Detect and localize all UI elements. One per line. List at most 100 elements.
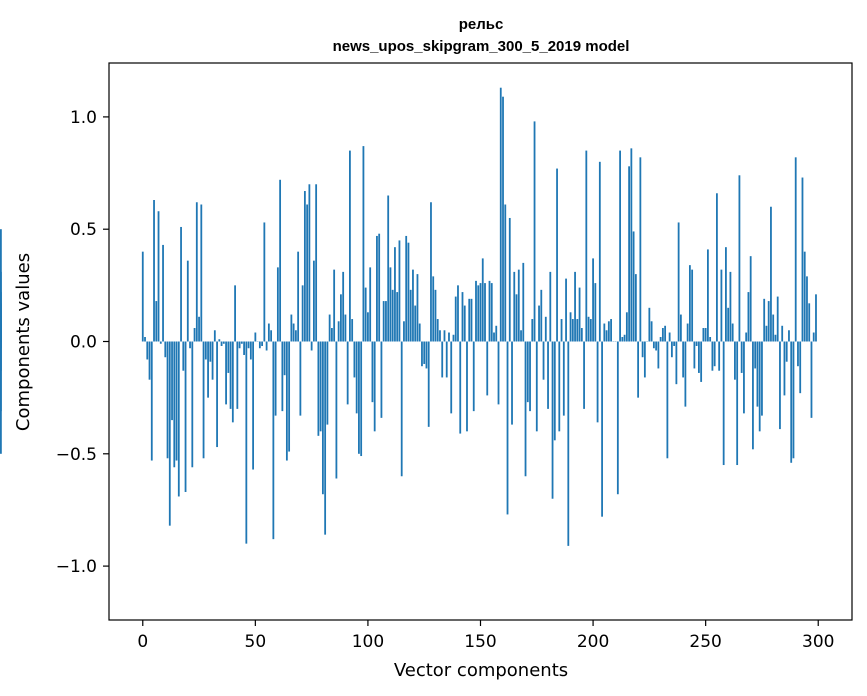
bar-174 [533,121,536,342]
bar-286 [785,341,788,362]
bar-43 [238,341,241,349]
bar-169 [522,262,525,342]
bar-198 [587,316,590,342]
bar-119 [409,289,412,342]
bar-271 [752,341,754,450]
bar-293 [801,177,804,342]
y-tick-label: 0.5 [70,220,97,240]
bar-3 [148,341,151,380]
bar-233 [666,341,669,459]
bar-175 [535,341,538,432]
bar-238 [677,222,680,342]
y-axis-ticks: −1.0 −0.5 0.0 0.5 1.0 [56,108,109,577]
bar-214 [623,334,626,342]
bar-6 [155,301,158,342]
bar-61 [279,179,282,342]
bar-212 [619,150,621,342]
bar-158 [497,341,500,405]
bar-199 [589,319,592,342]
bar-85 [333,269,336,342]
bar-47 [247,341,250,349]
bar-296 [808,303,811,342]
bar-166 [515,294,518,342]
bar-7 [157,211,160,342]
bar-74 [308,184,311,342]
bar-87 [337,321,340,342]
x-axis-ticks: 0 50 100 150 200 250 300 [137,620,834,652]
bar-97 [360,341,363,457]
bar-172 [529,341,531,412]
bar-208 [610,319,612,342]
bar-267 [743,341,745,414]
bar-109 [387,195,390,342]
bar-65 [288,341,291,452]
bar-114 [398,240,401,342]
bar-219 [634,274,637,342]
bar-60 [276,267,279,342]
bar-107 [382,301,385,342]
bar-110 [389,267,392,342]
bar-59 [274,341,277,416]
bar-117 [405,235,408,342]
bar-196 [583,341,585,409]
bar-79 [319,341,322,432]
bar-298 [812,332,815,342]
y-axis-label: Components values [13,253,34,431]
bar-268 [745,332,748,342]
bar-260 [727,307,730,342]
chart-subtitle: news_upos_skipgram_300_5_2019 model [333,38,630,55]
bar-148 [475,280,477,342]
bar-49 [252,341,254,470]
bar-189 [567,341,570,546]
bar-243 [688,265,691,342]
bar-252 [709,337,712,342]
bar-274 [758,341,761,432]
bar-249 [702,328,705,342]
bar-201 [594,283,597,342]
bar-246 [695,341,698,346]
bar-14 [173,341,176,468]
bar-204 [601,341,603,517]
bar-104 [376,235,378,342]
bar-50 [254,332,257,342]
bar-297 [810,341,813,418]
bar-21 [189,341,191,349]
bar-270 [749,256,752,342]
bar-1 [144,337,146,342]
bar-23 [193,328,196,342]
bar-278 [767,301,770,342]
bar-98 [362,146,365,342]
bar-25 [198,316,200,342]
bar-211 [616,341,619,495]
bar-22 [191,341,194,468]
bar-113 [396,292,399,342]
bar-222 [641,341,644,358]
bar-237 [675,341,678,385]
bar-18 [182,341,185,371]
bar-57 [270,330,273,342]
bar-10 [164,341,167,358]
bar-167 [517,269,520,342]
bar-78 [317,341,320,436]
bar-134 [443,330,446,342]
bar-234 [668,332,671,342]
bar-266 [740,341,743,373]
bar-282 [776,296,779,342]
bar-275 [761,341,763,416]
bar-96 [358,341,360,454]
bar-35 [220,341,223,346]
bar-272 [754,341,757,369]
bar-154 [488,280,491,342]
bar-269 [747,292,750,342]
bar-39 [229,341,232,409]
bar-124 [421,341,423,367]
bar-182 [551,341,554,499]
bar-230 [659,337,662,342]
bar-54 [263,222,266,342]
bar-29 [207,341,209,398]
bar-141 [459,341,462,434]
bar-229 [657,341,660,369]
bar-129 [432,276,435,342]
bar-4 [150,341,153,461]
x-tick-label: 0 [137,632,148,652]
